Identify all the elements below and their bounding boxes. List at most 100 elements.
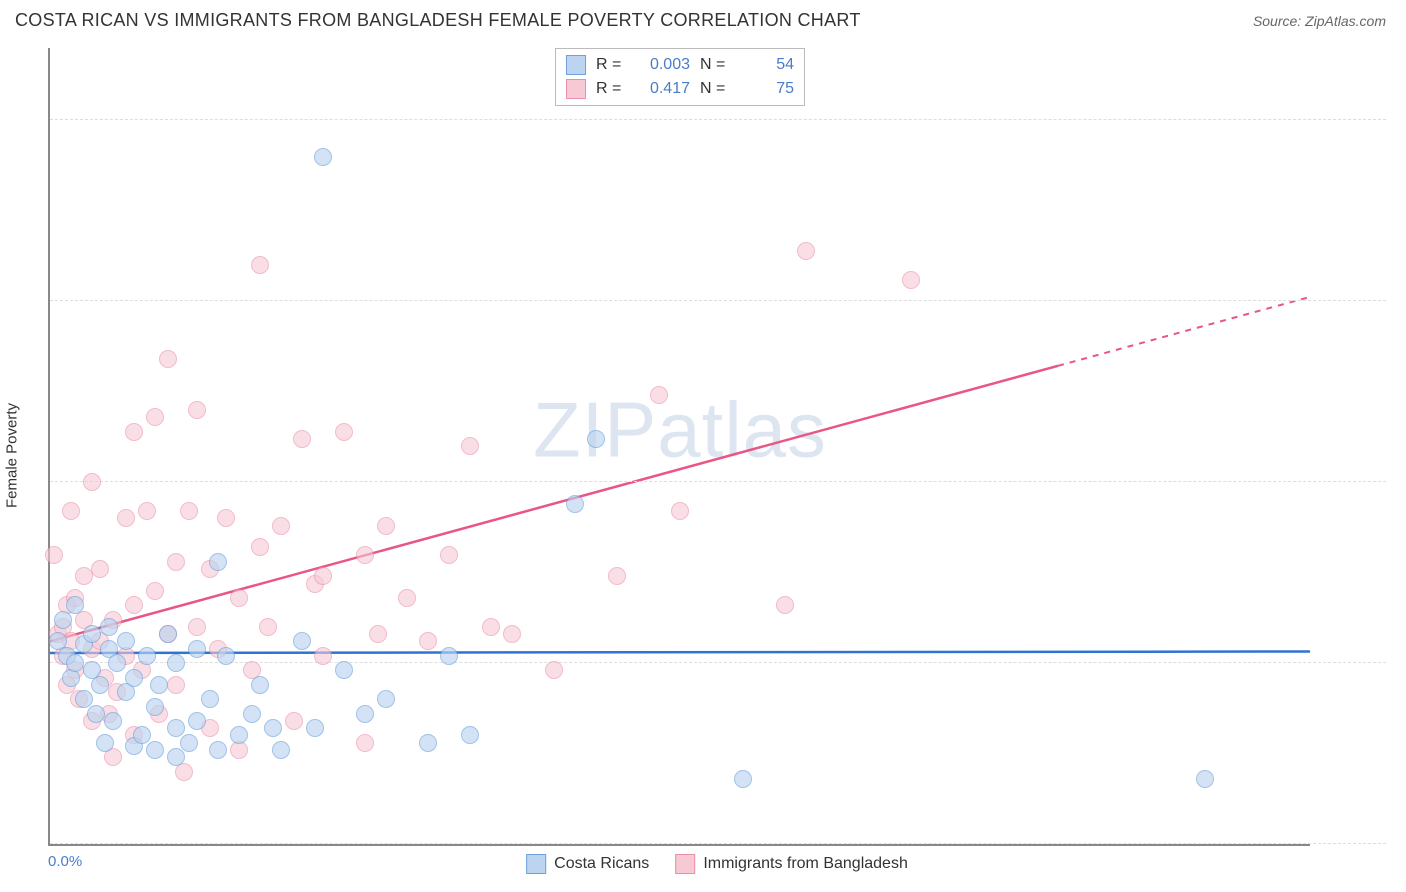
data-point xyxy=(1196,770,1214,788)
chart-area: Female Poverty ZIPatlas R = 0.003 N = 54… xyxy=(48,48,1386,846)
data-point xyxy=(91,560,109,578)
data-point xyxy=(377,517,395,535)
legend-swatch-1b xyxy=(526,854,546,874)
chart-title: COSTA RICAN VS IMMIGRANTS FROM BANGLADES… xyxy=(15,10,861,31)
data-point xyxy=(356,705,374,723)
data-point xyxy=(66,654,84,672)
data-point xyxy=(272,741,290,759)
data-point xyxy=(902,271,920,289)
data-point xyxy=(264,719,282,737)
data-point xyxy=(356,734,374,752)
data-point xyxy=(356,546,374,564)
data-point xyxy=(259,618,277,636)
data-point xyxy=(587,430,605,448)
data-point xyxy=(440,546,458,564)
data-point xyxy=(201,690,219,708)
data-point xyxy=(461,437,479,455)
data-point xyxy=(188,712,206,730)
trend-lines xyxy=(50,48,1310,844)
data-point xyxy=(314,148,332,166)
data-point xyxy=(306,719,324,737)
data-point xyxy=(125,423,143,441)
data-point xyxy=(62,502,80,520)
data-point xyxy=(159,625,177,643)
data-point xyxy=(335,661,353,679)
data-point xyxy=(108,654,126,672)
data-point xyxy=(146,582,164,600)
data-point xyxy=(54,611,72,629)
data-point xyxy=(251,676,269,694)
gridline xyxy=(50,119,1386,120)
data-point xyxy=(230,726,248,744)
gridline xyxy=(50,300,1386,301)
data-point xyxy=(251,256,269,274)
y-axis-label: Female Poverty xyxy=(4,403,21,508)
series-legend: Costa Ricans Immigrants from Bangladesh xyxy=(526,854,908,874)
data-point xyxy=(100,618,118,636)
legend-label-2: Immigrants from Bangladesh xyxy=(703,855,908,873)
gridline xyxy=(50,481,1386,482)
data-point xyxy=(188,618,206,636)
data-point xyxy=(180,502,198,520)
data-point xyxy=(188,401,206,419)
legend-swatch-2b xyxy=(675,854,695,874)
data-point xyxy=(159,350,177,368)
data-point xyxy=(608,567,626,585)
data-point xyxy=(45,546,63,564)
data-point xyxy=(419,734,437,752)
data-point xyxy=(125,669,143,687)
data-point xyxy=(545,661,563,679)
data-point xyxy=(117,632,135,650)
data-point xyxy=(96,734,114,752)
data-point xyxy=(209,741,227,759)
data-point xyxy=(272,517,290,535)
legend-r-value-2: 0.417 xyxy=(636,80,690,98)
data-point xyxy=(314,647,332,665)
data-point xyxy=(209,553,227,571)
data-point xyxy=(293,430,311,448)
plot-region: ZIPatlas R = 0.003 N = 54 R = 0.417 N = … xyxy=(48,48,1310,846)
data-point xyxy=(797,242,815,260)
legend-n-label: N = xyxy=(700,56,730,74)
legend-n-value-2: 75 xyxy=(740,80,794,98)
data-point xyxy=(180,734,198,752)
data-point xyxy=(398,589,416,607)
legend-swatch-2 xyxy=(566,79,586,99)
data-point xyxy=(650,386,668,404)
gridline xyxy=(50,843,1386,844)
data-point xyxy=(167,553,185,571)
data-point xyxy=(671,502,689,520)
legend-label-1: Costa Ricans xyxy=(554,855,649,873)
data-point xyxy=(146,698,164,716)
data-point xyxy=(188,640,206,658)
legend-r-value-1: 0.003 xyxy=(636,56,690,74)
data-point xyxy=(150,676,168,694)
legend-r-label: R = xyxy=(596,80,626,98)
data-point xyxy=(66,596,84,614)
data-point xyxy=(314,567,332,585)
data-point xyxy=(167,676,185,694)
data-point xyxy=(146,741,164,759)
data-point xyxy=(369,625,387,643)
data-point xyxy=(461,726,479,744)
data-point xyxy=(734,770,752,788)
legend-n-label: N = xyxy=(700,80,730,98)
legend-r-label: R = xyxy=(596,56,626,74)
legend-swatch-1 xyxy=(566,55,586,75)
data-point xyxy=(117,509,135,527)
data-point xyxy=(75,567,93,585)
correlation-legend: R = 0.003 N = 54 R = 0.417 N = 75 xyxy=(555,48,805,106)
data-point xyxy=(125,596,143,614)
data-point xyxy=(91,676,109,694)
data-point xyxy=(482,618,500,636)
data-point xyxy=(776,596,794,614)
data-point xyxy=(138,502,156,520)
data-point xyxy=(83,625,101,643)
data-point xyxy=(377,690,395,708)
data-point xyxy=(138,647,156,665)
data-point xyxy=(251,538,269,556)
data-point xyxy=(87,705,105,723)
data-point xyxy=(243,705,261,723)
data-point xyxy=(167,748,185,766)
source-attribution: Source: ZipAtlas.com xyxy=(1253,13,1386,29)
